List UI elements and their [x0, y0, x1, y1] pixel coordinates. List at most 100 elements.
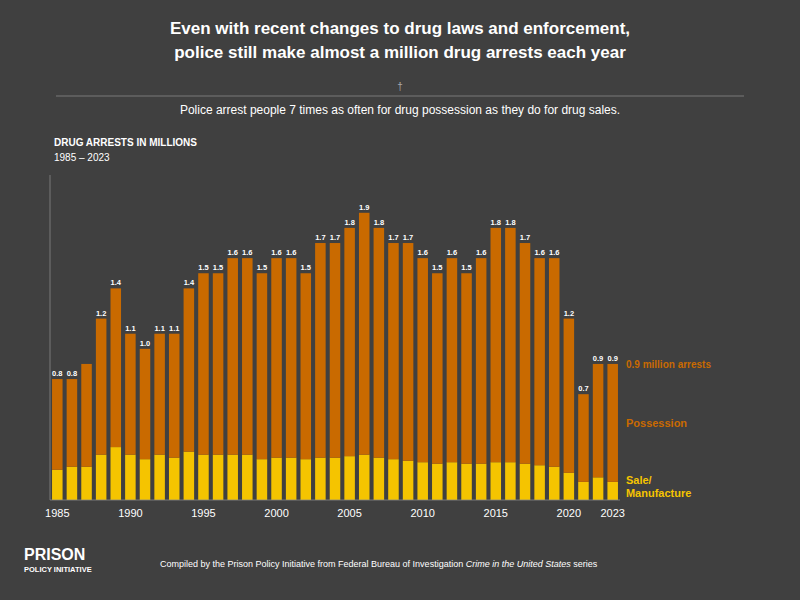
bar-segment — [81, 364, 92, 467]
bar-segment — [447, 462, 458, 500]
bar-segment — [432, 273, 443, 463]
data-label: 1.2 — [96, 309, 106, 318]
series-label: Possession — [626, 417, 687, 429]
data-label: 0.7 — [578, 384, 588, 393]
x-tick-label: 1985 — [45, 507, 69, 519]
bar-segment — [374, 458, 385, 500]
bar-segment — [534, 465, 545, 500]
title: police still make almost a million drug … — [174, 43, 626, 62]
x-tick-label: 2020 — [557, 507, 581, 519]
bar-segment — [257, 273, 268, 459]
data-label: 1.5 — [198, 263, 208, 272]
bar-segment — [52, 379, 63, 470]
bar-segment — [227, 455, 238, 500]
bar-segment — [242, 258, 253, 455]
x-tick-label: 2015 — [484, 507, 508, 519]
x-tick-label: 2010 — [410, 507, 434, 519]
bar-segment — [344, 228, 355, 456]
bar-segment — [359, 213, 370, 455]
bar-segment — [607, 364, 618, 482]
bar-segment — [169, 458, 180, 500]
bar-segment — [505, 462, 516, 500]
data-label: 0.8 — [52, 369, 62, 378]
chart-label: DRUG ARRESTS IN MILLIONS — [54, 137, 197, 148]
data-label: 1.7 — [520, 233, 530, 242]
bar-segment — [593, 364, 604, 477]
bar-segment — [184, 288, 195, 451]
bar-segment — [491, 228, 502, 462]
x-tick-label: 2000 — [264, 507, 288, 519]
bar-segment — [52, 470, 63, 500]
bar-segment — [593, 477, 604, 500]
data-label: 1.6 — [242, 248, 252, 257]
subtitle: Police arrest people 7 times as often fo… — [180, 103, 620, 117]
bar-segment — [67, 467, 78, 500]
data-label: 1.9 — [359, 203, 369, 212]
bar-segment — [213, 273, 224, 454]
bar-segment — [257, 459, 268, 500]
bar-segment — [96, 319, 107, 455]
bar-segment — [520, 464, 531, 500]
bar-segment — [578, 394, 589, 482]
bar-segment — [388, 459, 399, 500]
bar-segment — [111, 288, 122, 447]
bar-segment — [344, 456, 355, 500]
bar-segment — [96, 455, 107, 500]
data-label: 1.1 — [169, 324, 179, 333]
background — [0, 0, 800, 600]
bar-segment — [125, 455, 136, 500]
bar-segment — [505, 228, 516, 462]
bar-segment — [242, 455, 253, 500]
bar-segment — [198, 273, 209, 454]
bar-segment — [403, 461, 414, 500]
data-label: 1.7 — [315, 233, 325, 242]
bar-segment — [564, 319, 575, 473]
bar-segment — [198, 455, 209, 500]
data-label: 1.5 — [213, 263, 223, 272]
bar-segment — [359, 455, 370, 500]
logo: PRISON — [24, 546, 85, 563]
bar-segment — [301, 459, 312, 500]
data-label: 0.9 — [607, 354, 617, 363]
bar-segment — [111, 447, 122, 500]
bar-segment — [81, 467, 92, 500]
bar-segment — [417, 258, 428, 462]
bar-segment — [286, 258, 297, 458]
series-label-line: Sale/ — [626, 474, 652, 486]
bar-segment — [67, 379, 78, 467]
bar-segment — [432, 464, 443, 500]
bar-segment — [549, 467, 560, 500]
bar-segment — [125, 334, 136, 455]
data-label: 1.8 — [344, 218, 354, 227]
data-label: 1.0 — [140, 339, 150, 348]
data-label: 1.6 — [417, 248, 427, 257]
data-label: 1.1 — [154, 324, 164, 333]
bar-segment — [315, 243, 326, 458]
bar-segment — [271, 258, 282, 458]
bar-segment — [447, 258, 458, 462]
series-label-line: Possession — [626, 417, 687, 429]
bar-segment — [286, 458, 297, 500]
bar-segment — [491, 462, 502, 500]
data-label: 1.6 — [286, 248, 296, 257]
data-label: 1.1 — [125, 324, 135, 333]
data-label: 1.2 — [564, 309, 574, 318]
ornament: † — [397, 81, 403, 92]
data-label: 1.6 — [271, 248, 281, 257]
bar-segment — [388, 243, 399, 459]
data-label: 1.5 — [257, 263, 267, 272]
bar-segment — [549, 258, 560, 467]
bar-segment — [607, 482, 618, 500]
bar-segment — [227, 258, 238, 455]
data-label: 1.6 — [549, 248, 559, 257]
source-part: series — [571, 559, 598, 569]
x-tick-label: 2023 — [600, 507, 624, 519]
data-label: 1.8 — [374, 218, 384, 227]
data-label: 1.5 — [301, 263, 311, 272]
bar-segment — [461, 464, 472, 500]
bar-segment — [330, 243, 341, 458]
data-label: 0.9 — [593, 354, 603, 363]
bar-segment — [301, 273, 312, 459]
bar-segment — [476, 464, 487, 500]
data-label: 1.4 — [111, 278, 122, 287]
